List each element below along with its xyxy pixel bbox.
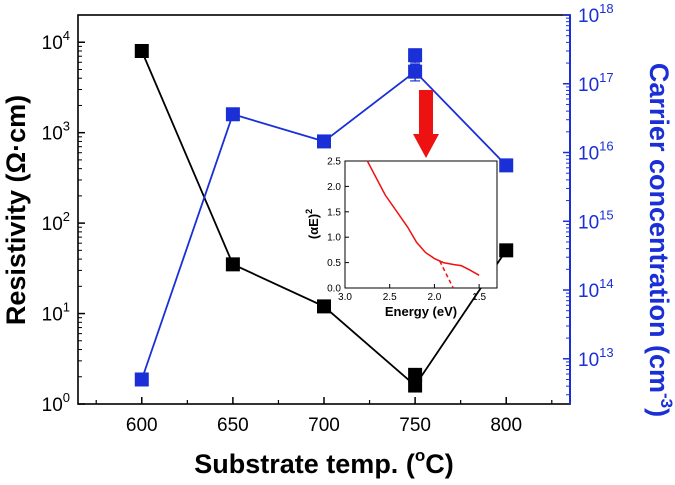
carrier-point — [317, 134, 331, 149]
y-left-tick-label: 100 — [42, 390, 70, 416]
inset-y-tick-label: 2.0 — [327, 182, 341, 193]
carrier-point — [499, 158, 514, 173]
inset-y-tick-label: 0.5 — [327, 258, 341, 269]
y-right-tick-label: 1017 — [578, 70, 614, 96]
y-left-tick-label: 103 — [42, 119, 70, 145]
y-right-tick-label: 1016 — [578, 139, 614, 165]
y-right-tick-label: 1014 — [578, 276, 614, 302]
carrier-point — [408, 48, 423, 63]
inset-y-tick-label: 1.5 — [327, 207, 341, 218]
right-axis-title: Carrier concentration (cm-3) — [644, 63, 675, 417]
x-axis-title: Substrate temp. (oC) — [194, 446, 453, 479]
inset-y-tick-label: 1.0 — [327, 233, 341, 244]
inset-x-tick-label: 2.5 — [383, 292, 397, 303]
inset-x-tick-label: 2.0 — [427, 292, 441, 303]
resistivity-point — [408, 378, 423, 393]
y-right-tick-label: 1015 — [578, 207, 614, 233]
x-tick-label: 800 — [490, 415, 522, 436]
resistivity-point — [225, 257, 240, 272]
carrier-point — [408, 64, 423, 79]
carrier-point — [225, 107, 240, 122]
carrier-point — [134, 372, 149, 387]
y-left-tick-label: 104 — [42, 28, 70, 54]
inset-extrapolation-line — [439, 260, 454, 289]
inset-y-tick-label: 2.5 — [327, 157, 341, 168]
arrow-annotation — [413, 90, 439, 158]
y-right-tick-label: 1013 — [578, 345, 614, 371]
inset-absorption-curve — [366, 160, 480, 276]
inset-x-tick-label: 3.0 — [338, 292, 352, 303]
inset-background — [344, 160, 498, 289]
x-tick-label: 650 — [217, 415, 249, 436]
y-left-tick-label: 101 — [42, 300, 70, 326]
inset-y-tick-label: 0.0 — [327, 284, 341, 295]
x-tick-label: 750 — [399, 415, 431, 436]
resistivity-point — [134, 43, 149, 58]
inset-plot: 3.0 2.5 2.0 1.5 0.0 0.5 1.0 1.5 2.0 2.5 Energy (e… — [304, 157, 498, 319]
x-tick-label: 700 — [308, 415, 340, 436]
inset-xlabel: Energy (eV) — [385, 304, 457, 319]
resistivity-point — [408, 367, 423, 382]
x-tick-label: 600 — [126, 415, 158, 436]
inset-ylabel: (αE)2 — [304, 209, 321, 239]
inset-x-tick-label: 1.5 — [472, 292, 486, 303]
resistivity-point — [499, 243, 514, 258]
resistivity-point — [317, 299, 331, 314]
y-right-tick-label: 1018 — [578, 1, 614, 27]
y-left-tick-label: 102 — [42, 209, 70, 235]
left-axis-title: Resistivity (Ω·cm) — [1, 95, 31, 325]
